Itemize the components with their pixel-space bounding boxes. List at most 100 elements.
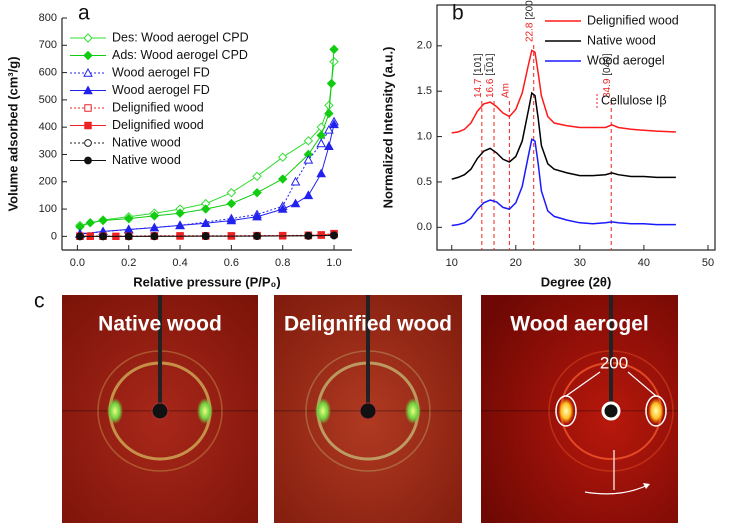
diffraction-spot [197,398,213,424]
reference-label: Am [500,83,511,98]
data-point [278,152,288,162]
data-point [201,204,211,214]
x-tick-label: 40 [638,257,650,269]
x-axis-label: Relative pressure (P/P₀) [133,274,280,289]
reference-hkl: [200] [524,0,535,20]
data-point [99,232,107,241]
y-tick-label: 0.5 [417,176,432,188]
data-point [200,218,211,227]
y-tick-label: 0 [51,230,57,242]
data-point [316,168,327,178]
series-line [451,49,676,134]
y-tick-label: 2.0 [417,40,432,52]
diffraction-spot [558,398,574,424]
chart: 10 20 30 40 50 0.0 0.5 1.0 1.5 2.0 Degree (2θ) Norm… [380,0,716,289]
legend-marker [83,85,93,95]
y-tick-label: 800 [39,12,57,24]
data-point [329,44,339,55]
data-point [175,208,185,218]
x-tick-label: 50 [702,257,714,269]
azimuth-arc [584,484,649,495]
y-tick-label: 1.0 [417,130,432,142]
data-point [290,176,301,186]
panel-label: b [452,2,464,25]
data-point [226,187,237,198]
data-point [304,231,313,240]
data-point [76,232,84,241]
y-tick-label: 0.0 [417,221,432,233]
diffraction-spot [648,398,664,424]
legend-label: Delignified wood [112,100,204,114]
legend-marker [84,139,92,147]
legend-marker [84,104,92,112]
beam-stop [601,401,621,421]
beam-stop-arm [609,295,613,411]
y-tick-label: 200 [39,176,57,188]
x-axis-label: Degree (2θ) [541,274,612,289]
y-tick-label: 500 [39,94,57,106]
data-point [290,198,301,208]
legend-label: Wood aerogel [587,53,665,67]
y-tick-label: 700 [39,39,57,51]
reference-label: 16.6 [1̅01] [484,53,496,98]
data-point [317,231,325,239]
legend-label: Native wood [112,135,181,149]
data-point [226,215,237,225]
x-tick-label: 30 [574,257,586,269]
panel-label: c [34,290,45,313]
y-axis-label: Normalized Intensity (a.u.) [380,47,395,209]
plot-frame [436,4,716,251]
image-annotation: 200 [600,353,628,372]
pointer [565,371,601,397]
image-title: Delignified wood [284,313,452,336]
data-point [316,138,327,148]
data-point [324,124,334,134]
beam-stop-arm [158,295,162,411]
legend-label: Delignified wood [112,118,204,132]
reference-value: 16.6 [485,78,496,98]
legend-marker [83,67,93,77]
legend-label: Wood aerogel FD [112,83,210,97]
panel-label: a [78,2,90,25]
data-point [324,141,334,150]
legend-label: Des: Wood aerogel CPD [112,30,249,44]
arrow-head [643,483,650,489]
y-tick-label: 1.5 [417,85,432,97]
x-tick-label: 0.6 [224,257,239,269]
y-tick-label: 300 [39,148,57,160]
legend-label: Cellulose Iβ [601,93,667,107]
chart: 0.0 0.2 0.4 0.6 0.8 1.0 0 100 200 300 400 500 600 700… [5,12,352,289]
x-tick-label: 20 [510,257,522,269]
data-point [201,232,210,240]
diffraction-spot [315,398,331,424]
data-point [277,204,288,213]
y-axis-label: Volume adsorbed (cm³/g) [5,56,20,211]
pointer [627,371,657,397]
data-point [124,213,134,224]
legend-label: Native wood [112,153,181,167]
x-tick-label: 0.8 [275,257,290,269]
x-tick-label: 0.0 [70,257,85,269]
data-point [326,78,337,89]
series-line [80,235,335,237]
x-tick-label: 10 [446,257,458,269]
legend-label: Wood aerogel FD [112,65,210,79]
reference-label: 22.8 [200] [524,0,535,42]
data-point [278,174,288,184]
y-tick-label: 100 [39,203,57,215]
data-point [329,119,339,129]
legend-label: Ads: Wood aerogel CPD [112,48,248,62]
data-point [303,154,314,164]
legend-label: Native wood [587,33,656,47]
legend-marker [84,121,92,130]
legend-label: Delignified wood [587,13,679,27]
image-title: Native wood [98,313,222,336]
data-point [252,171,262,182]
data-point [252,187,262,198]
legend-marker [83,50,93,61]
data-point [252,211,262,221]
beam-stop [359,402,377,420]
data-point [226,198,237,209]
reference-value: 22.8 [524,22,535,42]
